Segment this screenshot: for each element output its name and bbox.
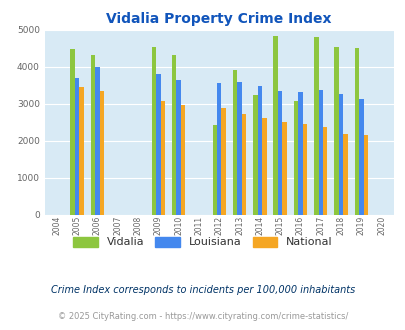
Bar (313, 38, 318, 215)
Bar (293, 101, 297, 214)
Bar (273, 36, 277, 214)
Bar (262, 118, 266, 214)
Bar (257, 85, 262, 214)
Bar (358, 99, 363, 214)
Bar (216, 83, 221, 214)
Bar (91, 55, 95, 214)
Bar (79, 86, 83, 214)
Bar (363, 135, 367, 214)
Bar (212, 125, 216, 214)
Bar (237, 82, 241, 214)
Bar (252, 95, 257, 214)
Legend: Vidalia, Louisiana, National: Vidalia, Louisiana, National (69, 232, 336, 252)
Bar (241, 114, 245, 214)
Bar (151, 48, 156, 214)
Bar (100, 91, 104, 214)
Bar (156, 74, 160, 214)
Bar (282, 122, 286, 214)
Text: Crime Index corresponds to incidents per 100,000 inhabitants: Crime Index corresponds to incidents per… (51, 285, 354, 295)
Bar (75, 78, 79, 214)
Bar (298, 92, 302, 214)
Title: Vidalia Property Crime Index: Vidalia Property Crime Index (106, 12, 331, 26)
Bar (318, 90, 322, 214)
Text: © 2025 CityRating.com - https://www.cityrating.com/crime-statistics/: © 2025 CityRating.com - https://www.city… (58, 312, 347, 321)
Bar (176, 80, 181, 214)
Bar (342, 134, 347, 214)
Bar (70, 49, 75, 214)
Bar (232, 70, 237, 214)
Bar (181, 105, 185, 214)
Bar (338, 94, 343, 214)
Bar (354, 48, 358, 214)
Bar (172, 55, 176, 214)
Bar (95, 67, 100, 214)
Bar (322, 127, 326, 214)
Bar (302, 123, 307, 214)
Bar (277, 91, 282, 214)
Bar (160, 101, 164, 214)
Bar (221, 109, 225, 214)
Bar (333, 47, 338, 214)
